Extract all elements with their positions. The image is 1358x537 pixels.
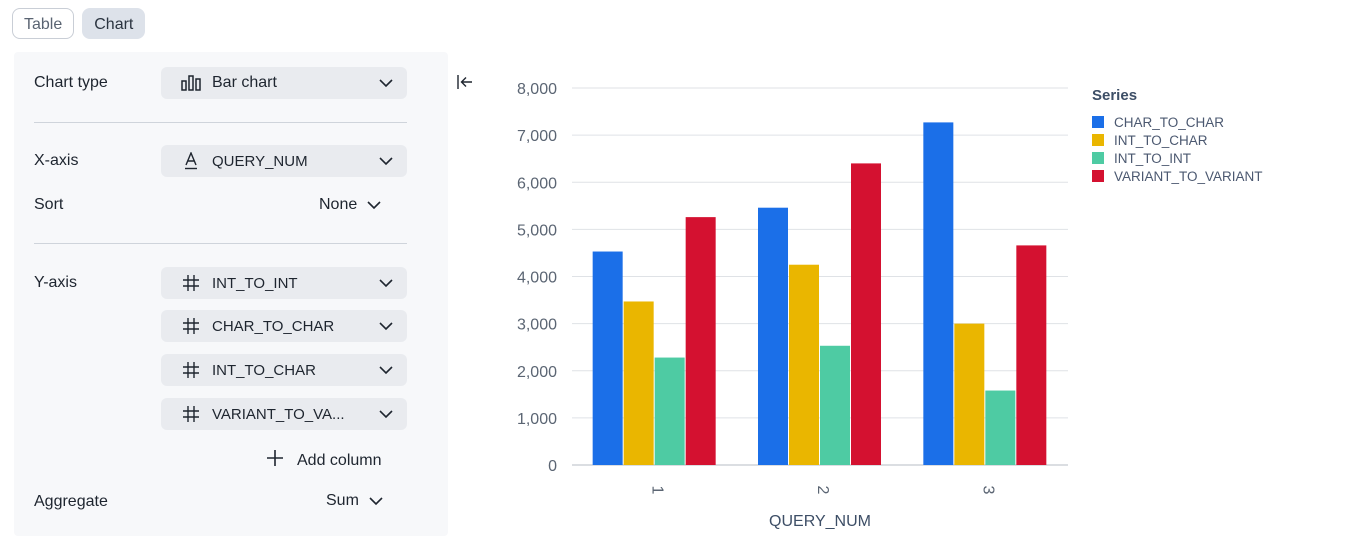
chart-type-value: Bar chart xyxy=(212,74,277,91)
x-axis-value: QUERY_NUM xyxy=(212,152,308,170)
legend-title: Series xyxy=(1092,87,1137,104)
hash-icon xyxy=(179,317,203,335)
chevron-down-icon xyxy=(379,409,393,419)
y-tick-label: 7,000 xyxy=(517,128,557,145)
legend-item-label: INT_TO_INT xyxy=(1114,151,1191,166)
chevron-down-icon xyxy=(379,78,393,88)
y-tick-label: 4,000 xyxy=(517,270,557,287)
sort-select[interactable]: None xyxy=(319,196,381,214)
y-axis-column-value: INT_TO_INT xyxy=(212,274,298,292)
legend-item-label: VARIANT_TO_VARIANT xyxy=(1114,169,1263,184)
legend-swatch xyxy=(1092,170,1104,182)
y-axis-label: Y-axis xyxy=(34,274,77,291)
bar-variant-to-variant xyxy=(1016,245,1047,465)
x-tick-label: 1 xyxy=(649,486,666,495)
x-axis-label: X-axis xyxy=(34,152,79,169)
hash-icon xyxy=(179,405,203,423)
legend-item-label: CHAR_TO_CHAR xyxy=(1114,115,1224,130)
chart-type-label: Chart type xyxy=(34,74,108,91)
legend-swatch xyxy=(1092,152,1104,164)
sort-label: Sort xyxy=(34,196,64,213)
collapse-panel-button[interactable] xyxy=(452,71,478,97)
legend-swatch xyxy=(1092,134,1104,146)
divider xyxy=(34,122,407,123)
bar-char-to-char xyxy=(923,122,954,465)
hash-icon xyxy=(179,274,203,292)
y-tick-label: 3,000 xyxy=(517,317,557,334)
aggregate-value: Sum xyxy=(326,492,359,509)
chevron-down-icon xyxy=(379,278,393,288)
y-axis-column-select[interactable]: CHAR_TO_CHAR xyxy=(161,310,407,342)
bar-chart-icon xyxy=(179,75,203,91)
bar-char-to-char xyxy=(758,207,788,465)
bar-char-to-char xyxy=(592,251,623,465)
legend-swatch xyxy=(1092,116,1104,128)
chart-config-panel: Chart type Bar chart X-axis QUERY_NUM So… xyxy=(14,52,448,536)
y-tick-label: 8,000 xyxy=(517,81,557,98)
chevron-down-icon xyxy=(379,321,393,331)
aggregate-select[interactable]: Sum xyxy=(326,492,383,510)
y-axis-column-value: INT_TO_CHAR xyxy=(212,361,316,379)
chart-type-select[interactable]: Bar chart xyxy=(161,67,407,99)
bar-int-to-char xyxy=(789,264,819,465)
x-axis-select[interactable]: QUERY_NUM xyxy=(161,145,407,177)
tab-table[interactable]: Table xyxy=(12,8,75,39)
y-axis-column-select[interactable]: VARIANT_TO_VA... xyxy=(161,398,407,430)
y-tick-label: 2,000 xyxy=(517,364,557,381)
chevron-down-icon xyxy=(379,365,393,375)
y-axis-column-select[interactable]: INT_TO_CHAR xyxy=(161,354,407,386)
bar-int-to-char xyxy=(623,301,654,465)
chevron-down-icon xyxy=(379,156,393,166)
sort-value: None xyxy=(319,196,358,213)
y-tick-label: 6,000 xyxy=(517,175,557,192)
y-tick-label: 5,000 xyxy=(517,222,557,239)
y-tick-label: 1,000 xyxy=(517,411,557,428)
y-tick-label: 0 xyxy=(548,458,557,475)
bar-variant-to-variant xyxy=(685,217,716,465)
y-axis-column-select[interactable]: INT_TO_INT xyxy=(161,267,407,299)
bar-int-to-int xyxy=(820,345,850,465)
x-axis-title: QUERY_NUM xyxy=(769,513,871,530)
add-column-label: Add column xyxy=(297,451,382,469)
bar-variant-to-variant xyxy=(851,163,881,465)
y-axis-column-value: VARIANT_TO_VA... xyxy=(212,405,345,423)
x-tick-label: 2 xyxy=(814,486,831,495)
bar-int-to-int xyxy=(654,357,685,465)
tab-chart[interactable]: Chart xyxy=(82,8,146,39)
bar-int-to-char xyxy=(954,323,985,465)
divider xyxy=(34,243,407,244)
add-column-button[interactable]: Add column xyxy=(266,449,382,472)
text-type-icon xyxy=(179,152,203,170)
bar-int-to-int xyxy=(985,390,1016,465)
bar-chart: 0 1,000 2,000 3,000 4,000 5,000 6,000 7,000 8,00… xyxy=(517,81,1263,530)
view-tabs: Table Chart xyxy=(12,8,146,39)
chevron-down-icon xyxy=(367,200,381,210)
hash-icon xyxy=(179,361,203,379)
collapse-left-icon xyxy=(456,74,474,95)
x-tick-label: 3 xyxy=(979,486,996,495)
y-axis-column-value: CHAR_TO_CHAR xyxy=(212,317,335,335)
chevron-down-icon xyxy=(369,496,383,506)
plus-icon xyxy=(266,449,284,472)
aggregate-label: Aggregate xyxy=(34,493,108,510)
legend-item-label: INT_TO_CHAR xyxy=(1114,133,1208,148)
